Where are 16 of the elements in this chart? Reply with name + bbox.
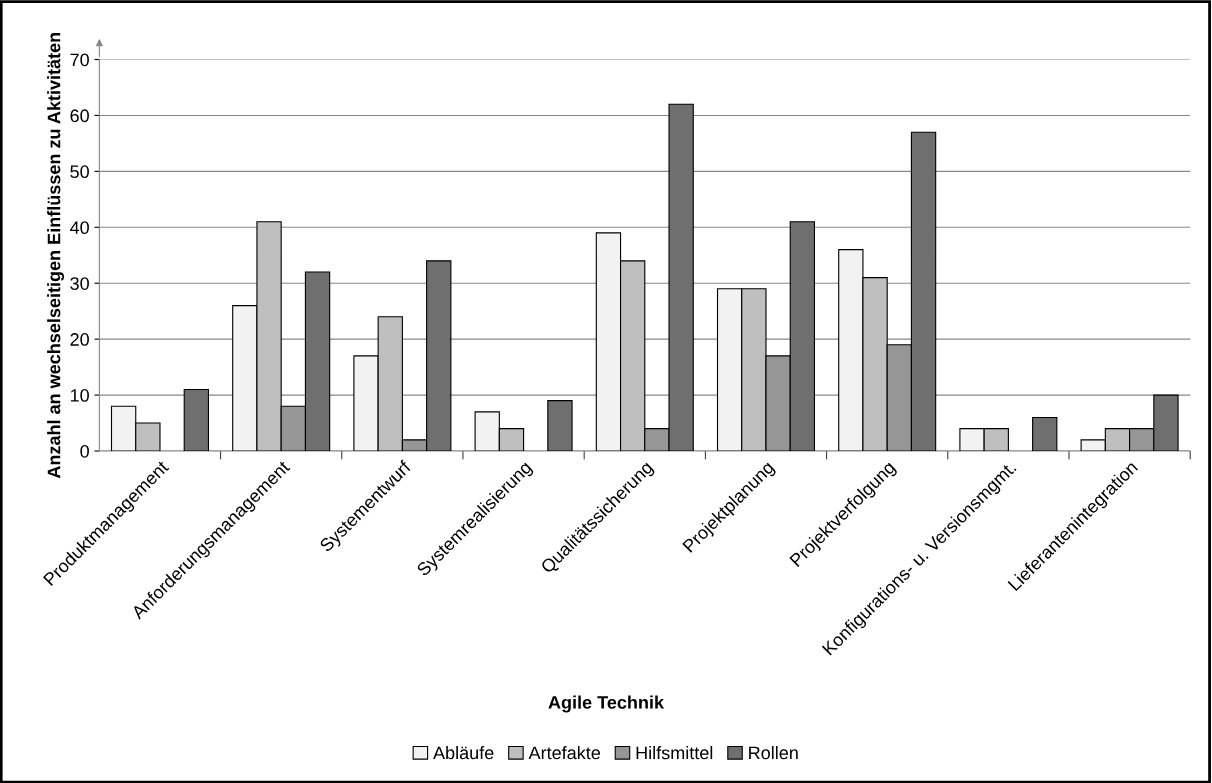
legend-label: Rollen [749, 746, 798, 760]
bar [1032, 416, 1058, 452]
legend-label: Artefakte [528, 746, 601, 760]
y-tick-label: 30 [70, 277, 89, 290]
y-tick-label: 40 [70, 221, 89, 235]
bar [547, 400, 573, 452]
y-tick-label: 10 [70, 389, 89, 402]
legend-label: Hilfsmittel [636, 746, 713, 760]
x-axis-title: Agile Technik [548, 695, 665, 713]
y-tick-label: 50 [70, 165, 89, 179]
y-tick-label: 60 [70, 109, 89, 123]
y-tick-label: 70 [70, 53, 89, 67]
bar [183, 388, 210, 452]
legend-label: Abläufe [433, 746, 494, 760]
y-tick-label: 0 [80, 444, 89, 458]
y-tick-label: 20 [70, 333, 89, 346]
